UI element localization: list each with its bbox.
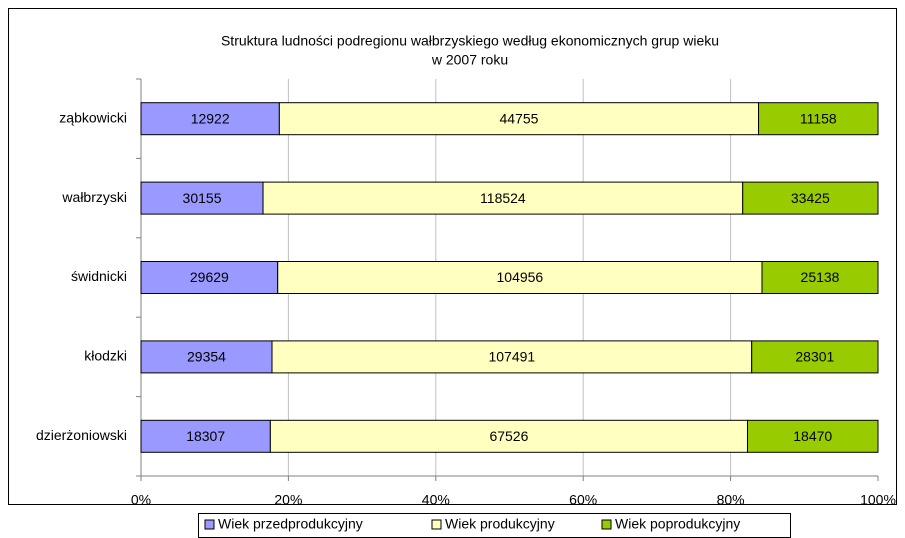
data-label: 29629 xyxy=(190,269,229,285)
data-label: 28301 xyxy=(795,349,834,365)
data-label: 67526 xyxy=(489,428,528,444)
data-label: 44755 xyxy=(499,110,538,126)
bar-segment xyxy=(751,340,879,374)
legend-label: Wiek poprodukcyjny xyxy=(615,516,740,532)
x-tick-label: 40% xyxy=(422,492,450,508)
bar-segment xyxy=(271,340,753,374)
bar-segment xyxy=(140,419,271,453)
x-tick-label: 20% xyxy=(274,492,302,508)
y-tick-label: ząbkowicki xyxy=(59,109,127,125)
x-tick-label: 60% xyxy=(569,492,597,508)
y-tick-label: dzierżoniowski xyxy=(36,427,127,443)
bar-segment xyxy=(761,261,879,294)
bar-segment xyxy=(262,181,744,215)
chart-title: Struktura ludności podregionu wałbrzyski… xyxy=(221,33,719,49)
x-tick-label: 0% xyxy=(131,492,151,508)
x-tick-label: 100% xyxy=(860,492,896,508)
data-label: 104956 xyxy=(497,269,544,285)
legend-swatch xyxy=(204,519,215,530)
y-tick-label: świdnicki xyxy=(71,268,127,284)
data-label: 18470 xyxy=(793,428,832,444)
data-label: 30155 xyxy=(183,190,222,206)
chart-frame xyxy=(8,8,897,505)
bar-segment xyxy=(278,102,760,136)
bar-segment xyxy=(746,419,879,453)
data-label: 107491 xyxy=(488,349,535,365)
legend-label: Wiek przedprodukcyjny xyxy=(218,516,363,532)
data-label: 18307 xyxy=(186,428,225,444)
bar-segment xyxy=(140,340,273,374)
bar-segment xyxy=(277,261,763,294)
x-tick-label: 80% xyxy=(717,492,745,508)
data-label: 25138 xyxy=(801,269,840,285)
data-label: 12922 xyxy=(191,110,230,126)
legend-label: Wiek produkcyjny xyxy=(445,516,555,532)
y-tick-label: wałbrzyski xyxy=(61,189,127,205)
chart-subtitle: w 2007 roku xyxy=(431,52,508,68)
y-tick-label: kłodzki xyxy=(84,348,127,364)
legend-swatch xyxy=(431,519,442,530)
bar-segment xyxy=(742,181,879,215)
bar-segment xyxy=(758,102,879,136)
data-label: 33425 xyxy=(791,190,830,206)
data-label: 11158 xyxy=(800,110,837,126)
bar-segment xyxy=(140,181,264,215)
bar-segment xyxy=(269,419,748,453)
legend-box xyxy=(198,513,791,538)
legend-swatch xyxy=(601,519,612,530)
data-label: 29354 xyxy=(187,349,226,365)
bar-segment xyxy=(140,261,279,294)
data-label: 118524 xyxy=(480,190,526,206)
